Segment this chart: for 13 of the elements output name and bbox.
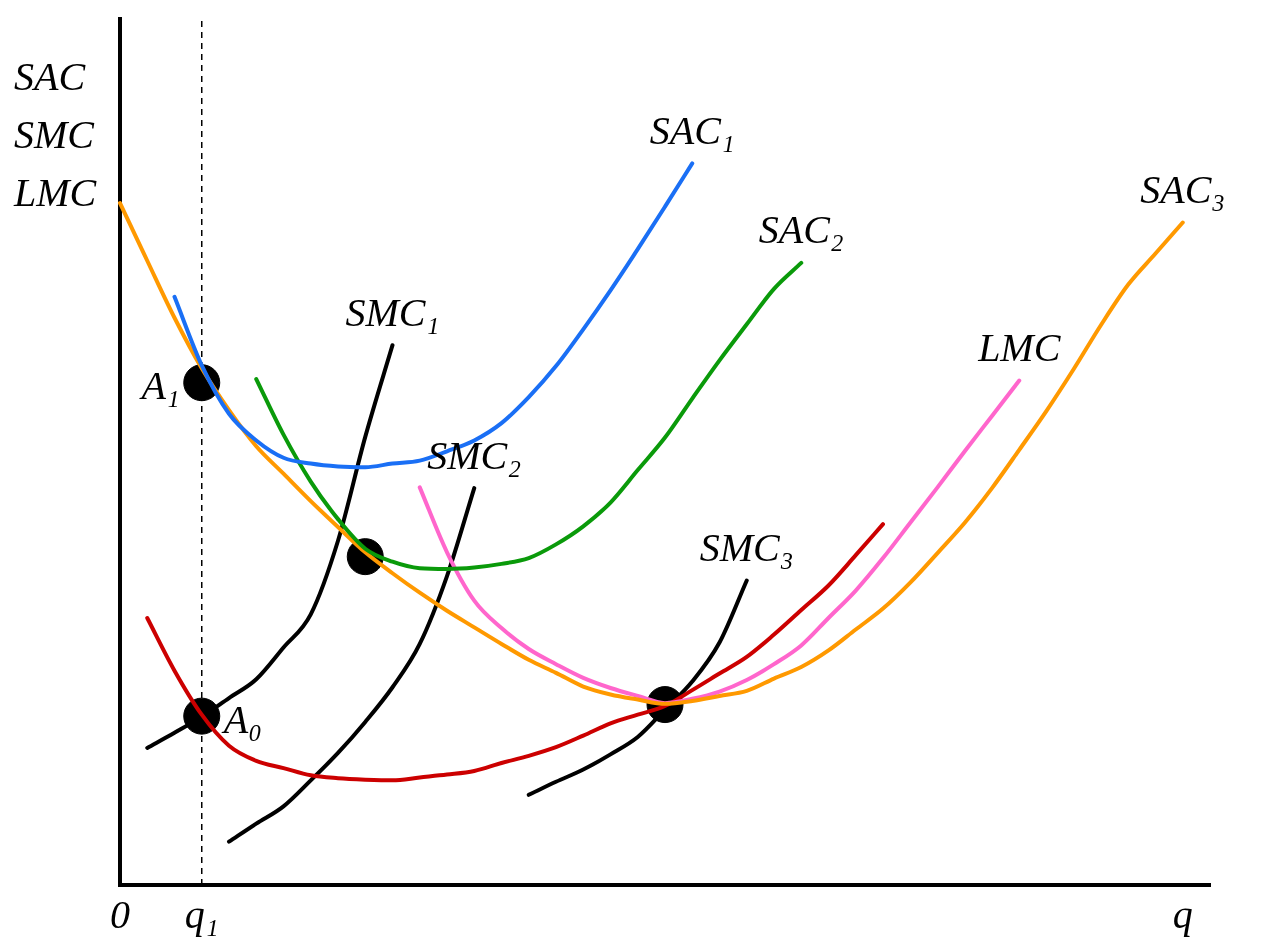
x-tick-label: q <box>1172 891 1193 937</box>
series-label: SMC₃ <box>699 524 794 570</box>
series-label: LMC <box>977 325 1062 371</box>
series-label: SAC₁ <box>649 107 735 153</box>
y-axis-title: SAC SMC LMC <box>13 53 98 215</box>
annotation: A₁ <box>138 363 180 409</box>
series-label: SMC₁ <box>345 289 440 335</box>
series-label: SMC₂ <box>427 432 522 478</box>
x-tick-label: q₁ <box>184 891 219 937</box>
x-tick-label: 0 <box>110 891 130 937</box>
series-label: SAC₂ <box>758 207 844 253</box>
series-label: SAC₃ <box>1140 167 1226 213</box>
annotation: A₀ <box>220 696 263 742</box>
